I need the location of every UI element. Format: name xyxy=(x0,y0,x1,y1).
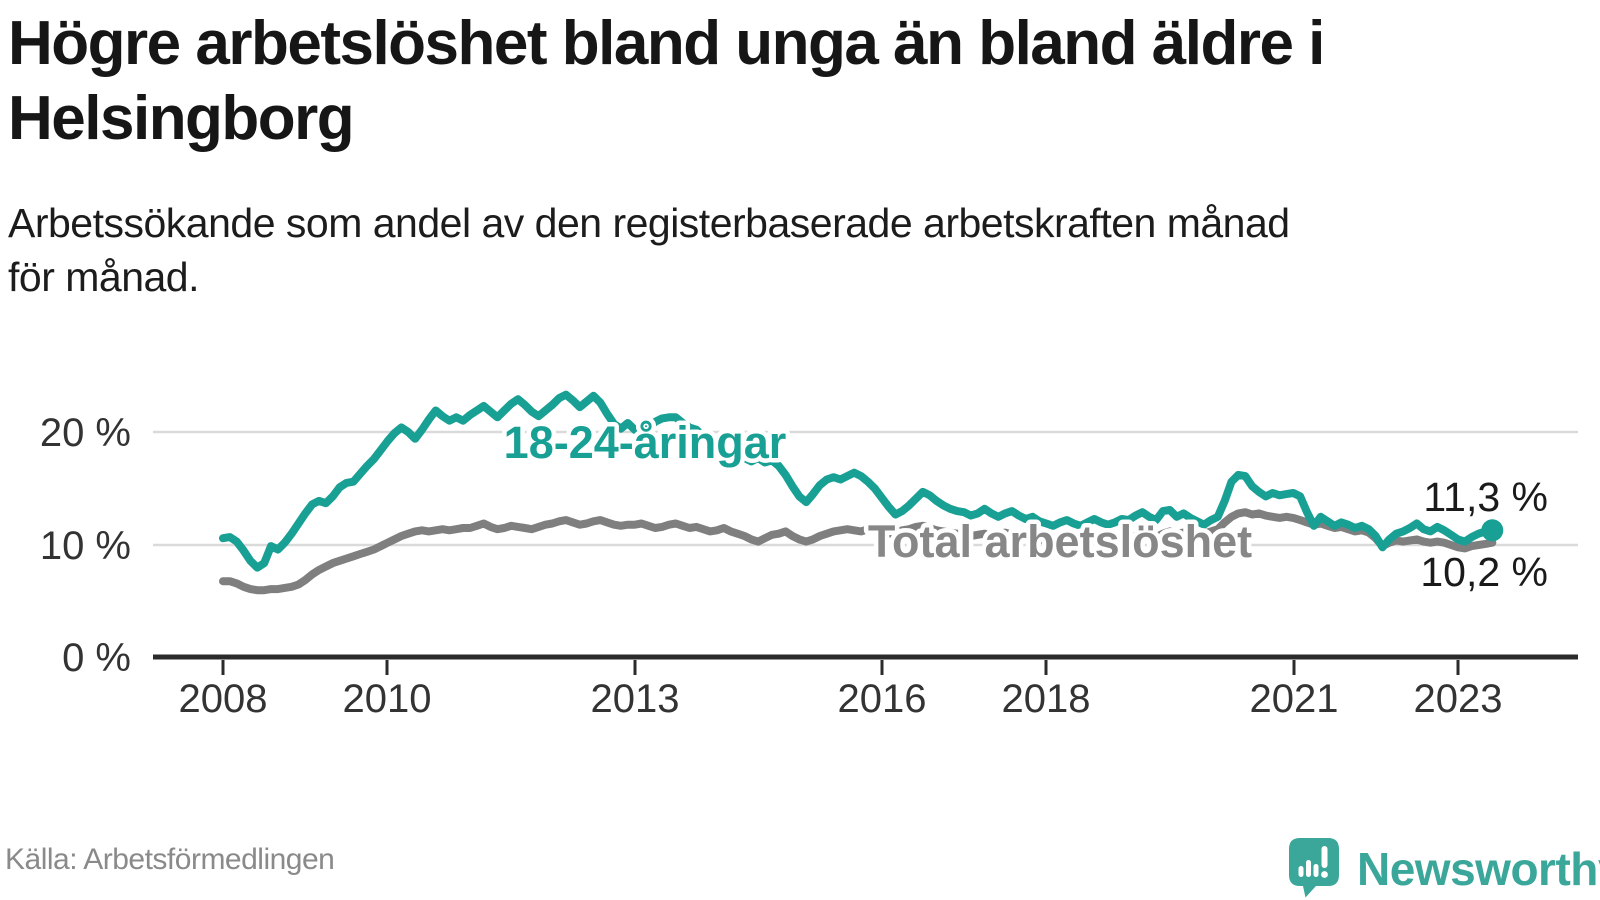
y-tick-label-10: 10 % xyxy=(40,524,131,568)
x-axis-labels: 2008 2010 2013 2016 2018 2021 2023 xyxy=(179,677,1503,721)
series-endpoint-dot xyxy=(1481,519,1504,542)
y-tick-label-0: 0 % xyxy=(62,636,131,680)
line-chart: 18-24-åringar Total arbetslöshet 11,3 % … xyxy=(40,390,1578,721)
series-line-total xyxy=(219,508,1497,595)
y-axis-labels: 0 % 10 % 20 % xyxy=(40,411,131,680)
x-tick-label-2016: 2016 xyxy=(838,677,927,721)
y-tick-label-20: 20 % xyxy=(40,411,131,455)
series-line-youth xyxy=(219,390,1497,572)
newsworthy-logo-icon xyxy=(1289,838,1339,898)
newsworthy-wordmark: Newsworthy xyxy=(1357,843,1600,895)
x-tick-label-2021: 2021 xyxy=(1250,677,1339,721)
title-line-2: Helsingborg xyxy=(8,84,355,153)
x-axis-ticks xyxy=(221,660,1460,675)
subtitle-line-2: för månad. xyxy=(8,254,200,300)
page-title: Högre arbetslöshet bland unga än bland ä… xyxy=(8,6,1592,156)
title-line-1: Högre arbetslöshet bland unga än bland ä… xyxy=(8,9,1325,78)
chart-subtitle: Arbetssökande som andel av den registerb… xyxy=(8,196,1568,304)
series-label-youth: 18-24-åringar xyxy=(504,417,787,468)
x-tick-label-2013: 2013 xyxy=(591,677,680,721)
end-value-label-youth: 11,3 % xyxy=(1423,474,1548,520)
x-tick-label-2023: 2023 xyxy=(1414,677,1503,721)
logo-bar-chart-glyph xyxy=(1298,846,1328,878)
x-tick-label-2010: 2010 xyxy=(343,677,432,721)
end-value-label-total: 10,2 % xyxy=(1420,549,1548,595)
source-note: Källa: Arbetsförmedlingen xyxy=(5,843,335,876)
subtitle-line-1: Arbetssökande som andel av den registerb… xyxy=(8,200,1290,246)
x-tick-label-2018: 2018 xyxy=(1002,677,1091,721)
series-label-total: Total arbetslöshet xyxy=(868,516,1252,567)
x-tick-label-2008: 2008 xyxy=(179,677,268,721)
